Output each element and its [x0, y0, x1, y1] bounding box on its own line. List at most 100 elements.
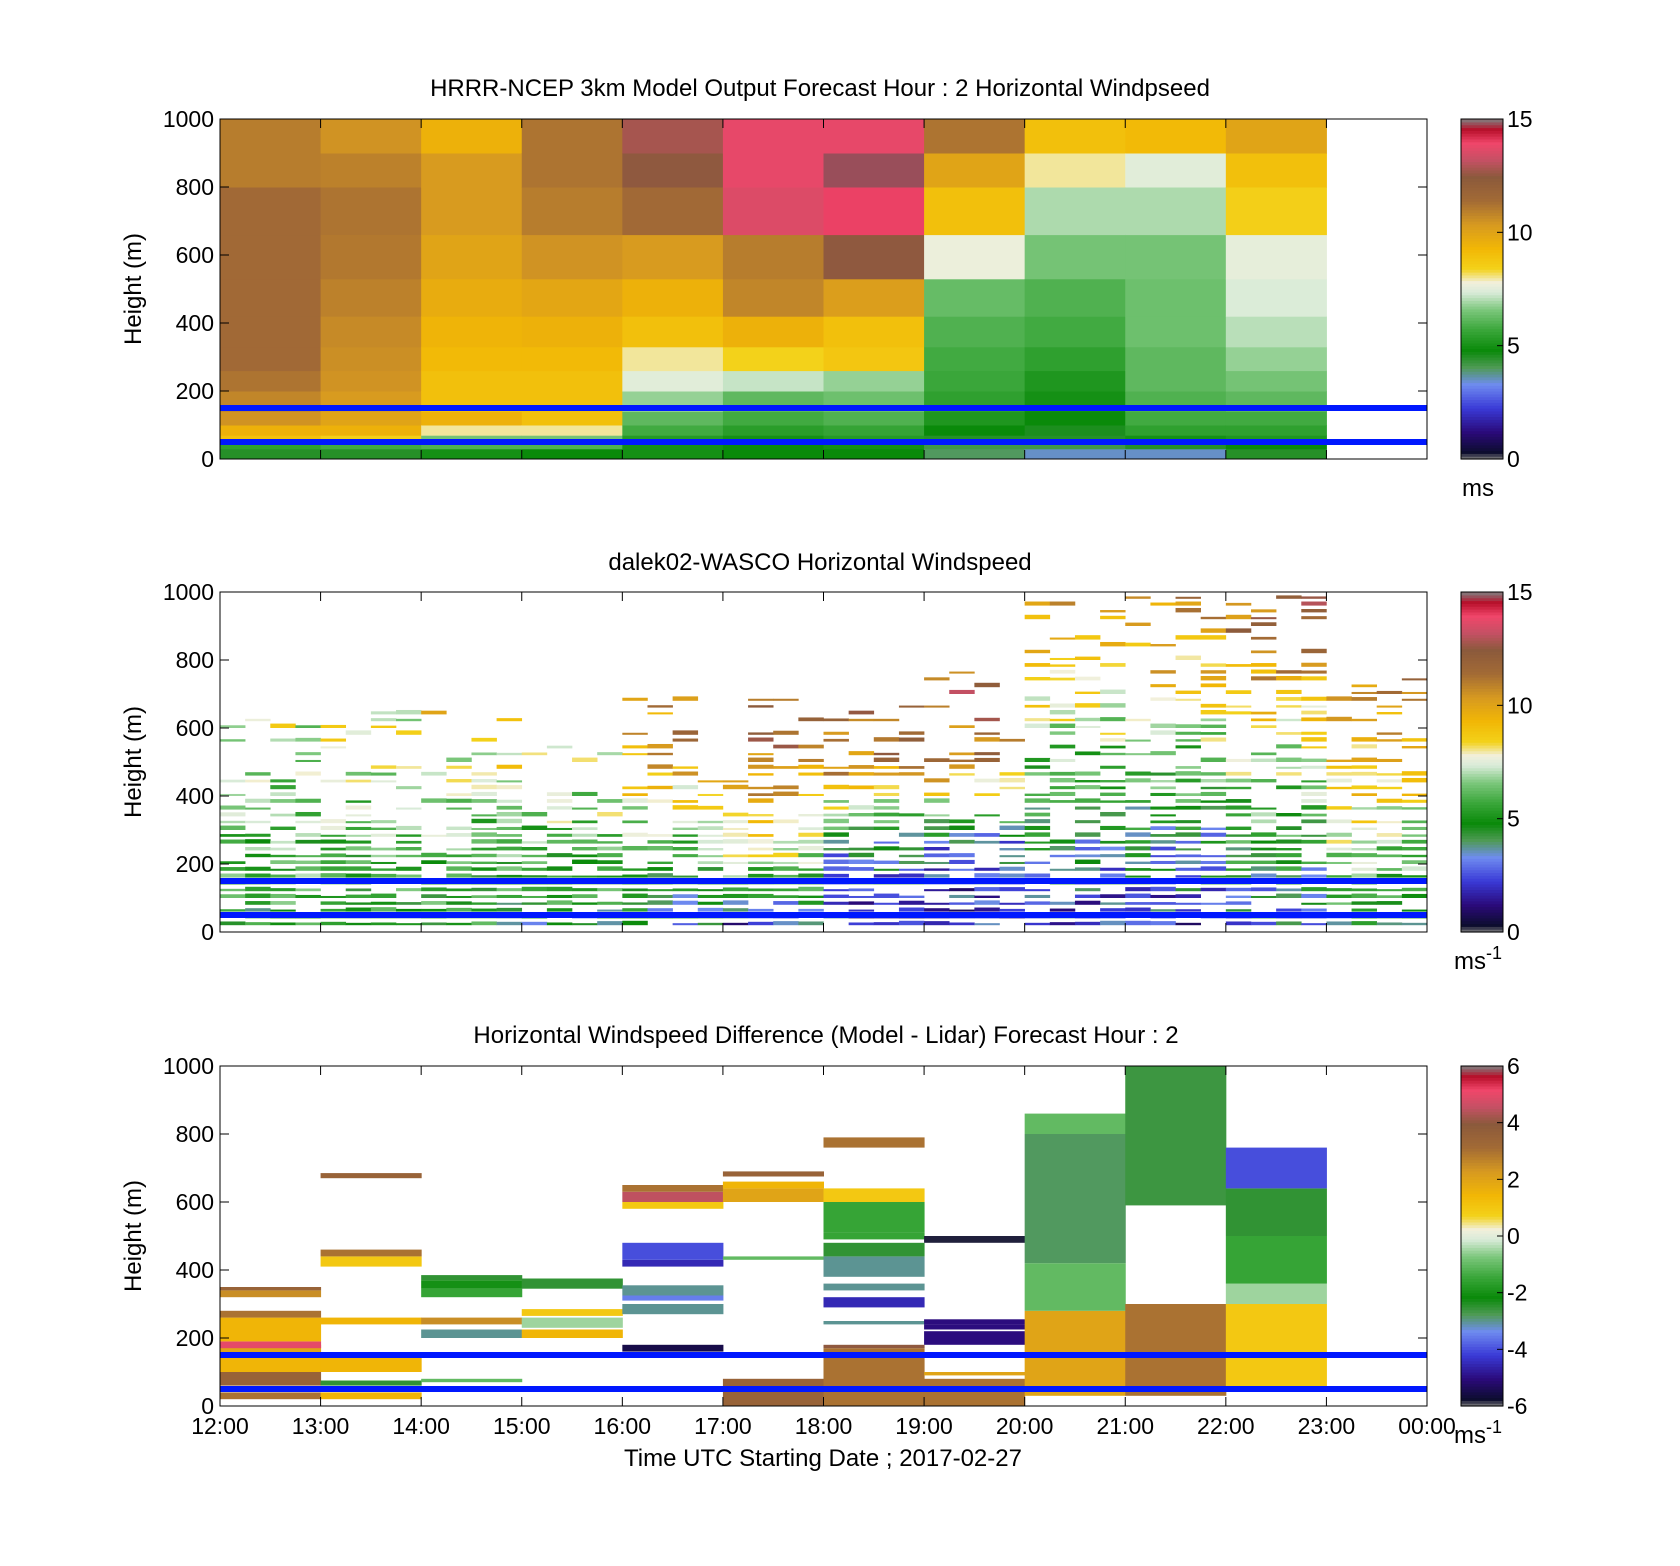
lidar-gate — [597, 901, 623, 905]
lidar-gate — [1250, 711, 1277, 715]
colorbar-segment — [1461, 1151, 1503, 1155]
lidar-gate — [1175, 888, 1201, 892]
lidar-gate — [898, 907, 925, 912]
lidar-gate — [270, 922, 296, 926]
lidar-gate — [270, 792, 296, 796]
lidar-gate — [496, 894, 523, 898]
lidar-gate — [471, 867, 497, 871]
lidar-gate — [873, 757, 900, 762]
colorbar-segment — [1461, 1323, 1503, 1328]
colorbar-segment — [1461, 1389, 1503, 1393]
lidar-gate — [873, 752, 900, 756]
lidar-gate — [496, 866, 523, 871]
lidar-gate — [1175, 635, 1201, 640]
lidar-gate — [1125, 846, 1151, 851]
lidar-gate — [1200, 675, 1227, 681]
lidar-gate — [1049, 758, 1076, 762]
lidar-gate — [1250, 609, 1277, 613]
lidar-gate — [1376, 758, 1403, 762]
lidar-gate — [1376, 839, 1403, 844]
lidar-gate — [1150, 697, 1176, 701]
lidar-gate — [1150, 806, 1176, 810]
lidar-gate — [949, 839, 975, 844]
colorbar-segment — [1461, 1224, 1503, 1229]
lidar-gate — [1401, 738, 1428, 742]
heatmap-cell — [1125, 316, 1227, 348]
lidar-gate — [672, 840, 699, 844]
lidar-gate — [1049, 744, 1076, 749]
lidar-gate — [345, 846, 372, 851]
lidar-gate — [521, 854, 548, 858]
y-tick-label: 0 — [201, 446, 214, 472]
lidar-gate — [370, 765, 397, 769]
lidar-gate — [622, 820, 648, 824]
lidar-gate — [1100, 800, 1126, 803]
difference-cell — [421, 1280, 523, 1289]
lidar-gate — [949, 902, 975, 905]
lidar-gate — [546, 894, 573, 898]
lidar-gate — [546, 839, 573, 844]
difference-cell — [722, 1378, 824, 1406]
x-tick-label: 15:00 — [493, 1413, 551, 1439]
colorbar-segment — [1461, 614, 1503, 619]
lidar-gate — [848, 847, 875, 851]
lidar-gate — [1024, 819, 1051, 824]
lidar-gate — [1225, 868, 1252, 871]
lidar-gate — [471, 814, 497, 817]
lidar-gate — [1351, 827, 1378, 830]
heatmap-cell — [722, 435, 824, 443]
heatmap-cell — [622, 435, 724, 443]
lidar-gate — [1100, 920, 1126, 926]
lidar-gate — [949, 825, 975, 830]
lidar-gate — [1049, 854, 1076, 858]
lidar-gate — [270, 847, 296, 851]
lidar-gate — [1150, 868, 1176, 871]
lidar-gate — [572, 854, 598, 858]
colorbar-segment — [1461, 1264, 1503, 1268]
heatmap-cell — [521, 119, 623, 154]
colorbar-segment — [1461, 229, 1503, 233]
lidar-gate — [1250, 663, 1277, 667]
lidar-gate — [1175, 840, 1201, 844]
lidar-gate — [396, 854, 422, 858]
colorbar-segment — [1461, 1403, 1503, 1407]
colorbar-tick-label: 10 — [1507, 692, 1533, 718]
heatmap-cell — [622, 119, 724, 154]
colorbar-segment — [1461, 204, 1503, 208]
colorbar-segment — [1461, 184, 1503, 188]
lidar-gate — [1376, 732, 1403, 735]
colorbar-segment — [1461, 781, 1503, 786]
lidar-gate — [220, 888, 246, 892]
colorbar-segment — [1461, 1338, 1503, 1342]
lidar-gate — [1200, 683, 1227, 688]
lidar-gate — [798, 793, 824, 796]
lidar-gate — [220, 861, 246, 864]
heatmap-cell — [320, 316, 422, 348]
lidar-gate — [1200, 827, 1227, 830]
lidar-gate — [1276, 766, 1302, 769]
lidar-gate — [748, 867, 774, 871]
lidar-gate — [924, 705, 950, 708]
lidar-gate — [647, 900, 673, 905]
lidar-gate — [1100, 717, 1126, 722]
heatmap-cell — [521, 278, 623, 317]
heatmap-cell — [220, 370, 322, 392]
lidar-gate — [898, 731, 925, 735]
colorbar-segment — [1461, 815, 1503, 820]
lidar-gate — [924, 908, 950, 912]
heatmap-cell — [622, 234, 724, 280]
difference-cell — [421, 1275, 523, 1281]
lidar-gate — [1049, 845, 1076, 851]
lidar-gate — [1250, 669, 1277, 674]
colorbar-segment — [1461, 1168, 1503, 1172]
panel1-ylabel: Height (m) — [120, 233, 147, 345]
colorbar-segment — [1461, 739, 1503, 743]
lidar-gate — [647, 861, 673, 864]
colorbar-segment — [1461, 906, 1503, 910]
lidar-gate — [773, 921, 799, 926]
heatmap-cell — [622, 425, 724, 436]
lidar-gate — [1250, 617, 1277, 620]
lidar-gate — [572, 757, 598, 762]
lidar-gate — [873, 718, 900, 722]
lidar-gate — [622, 902, 648, 905]
